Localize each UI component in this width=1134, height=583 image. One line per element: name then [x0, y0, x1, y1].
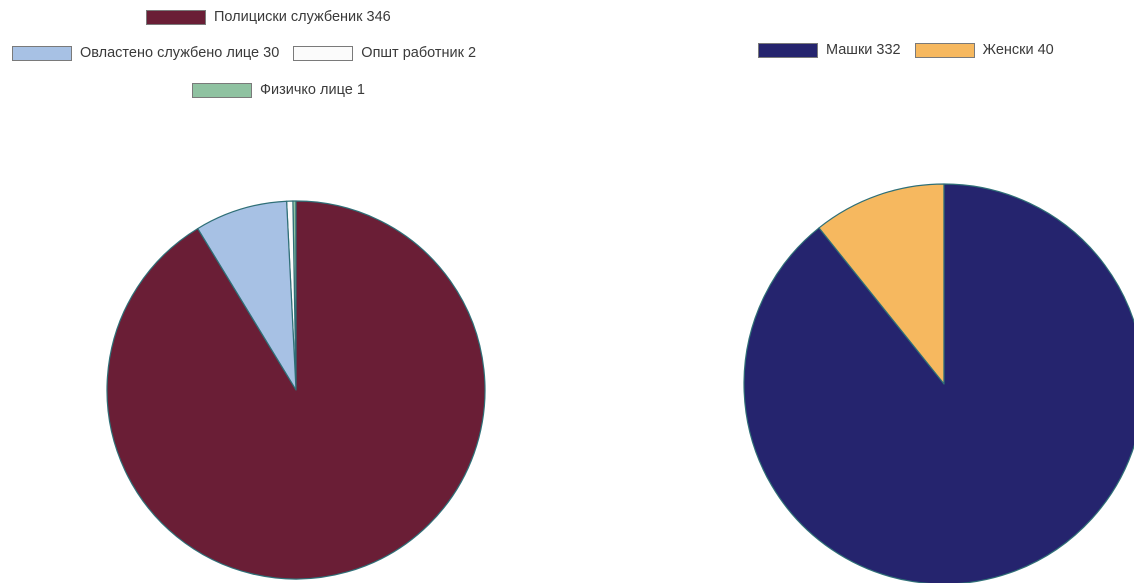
pie-plot-gender	[743, 183, 1134, 583]
legend-label: Физичко лице 1	[260, 82, 365, 98]
legend-swatch	[192, 82, 252, 98]
legend-row: Полициски службеник 346	[146, 9, 391, 25]
legend-item-general-worker: Општ работник 2	[293, 45, 476, 61]
legend-item-authorized-official: Овластено службено лице 30	[12, 45, 279, 61]
legend-swatch	[12, 45, 72, 61]
legend-item-female: Женски 40	[914, 42, 1054, 58]
legend-item-police-officer: Полициски службеник 346	[146, 9, 391, 25]
legend-item-natural-person: Физичко лице 1	[192, 82, 365, 98]
legend-item-male: Машки 332	[758, 42, 901, 58]
pie-slice-main	[106, 200, 486, 580]
legend-label: Машки 332	[826, 42, 901, 58]
legend-label: Полициски службеник 346	[214, 9, 391, 25]
legend-swatch	[293, 45, 354, 61]
legend-label: Општ работник 2	[361, 45, 477, 61]
legend-row: Физичко лице 1	[192, 82, 365, 98]
pie-chart-role: Полициски службеник 346 Овластено службе…	[12, 9, 486, 580]
legend-label: Овластено службено лице 30	[80, 45, 280, 61]
pie-chart-gender: Машки 332 Женски 40	[700, 0, 1134, 583]
legend-row: Овластено службено лице 30 Општ работник…	[12, 45, 476, 61]
pie-slice-minor-1	[818, 183, 945, 385]
pie-slice-main	[743, 183, 1134, 583]
pie-slice-minor-1	[197, 200, 297, 391]
legend-swatch	[146, 9, 206, 25]
pie-plot-role	[106, 200, 486, 580]
legend-row: Машки 332 Женски 40	[758, 42, 1054, 58]
legend-swatch	[914, 42, 975, 58]
legend-label: Женски 40	[982, 42, 1054, 58]
legend-swatch	[758, 42, 818, 58]
